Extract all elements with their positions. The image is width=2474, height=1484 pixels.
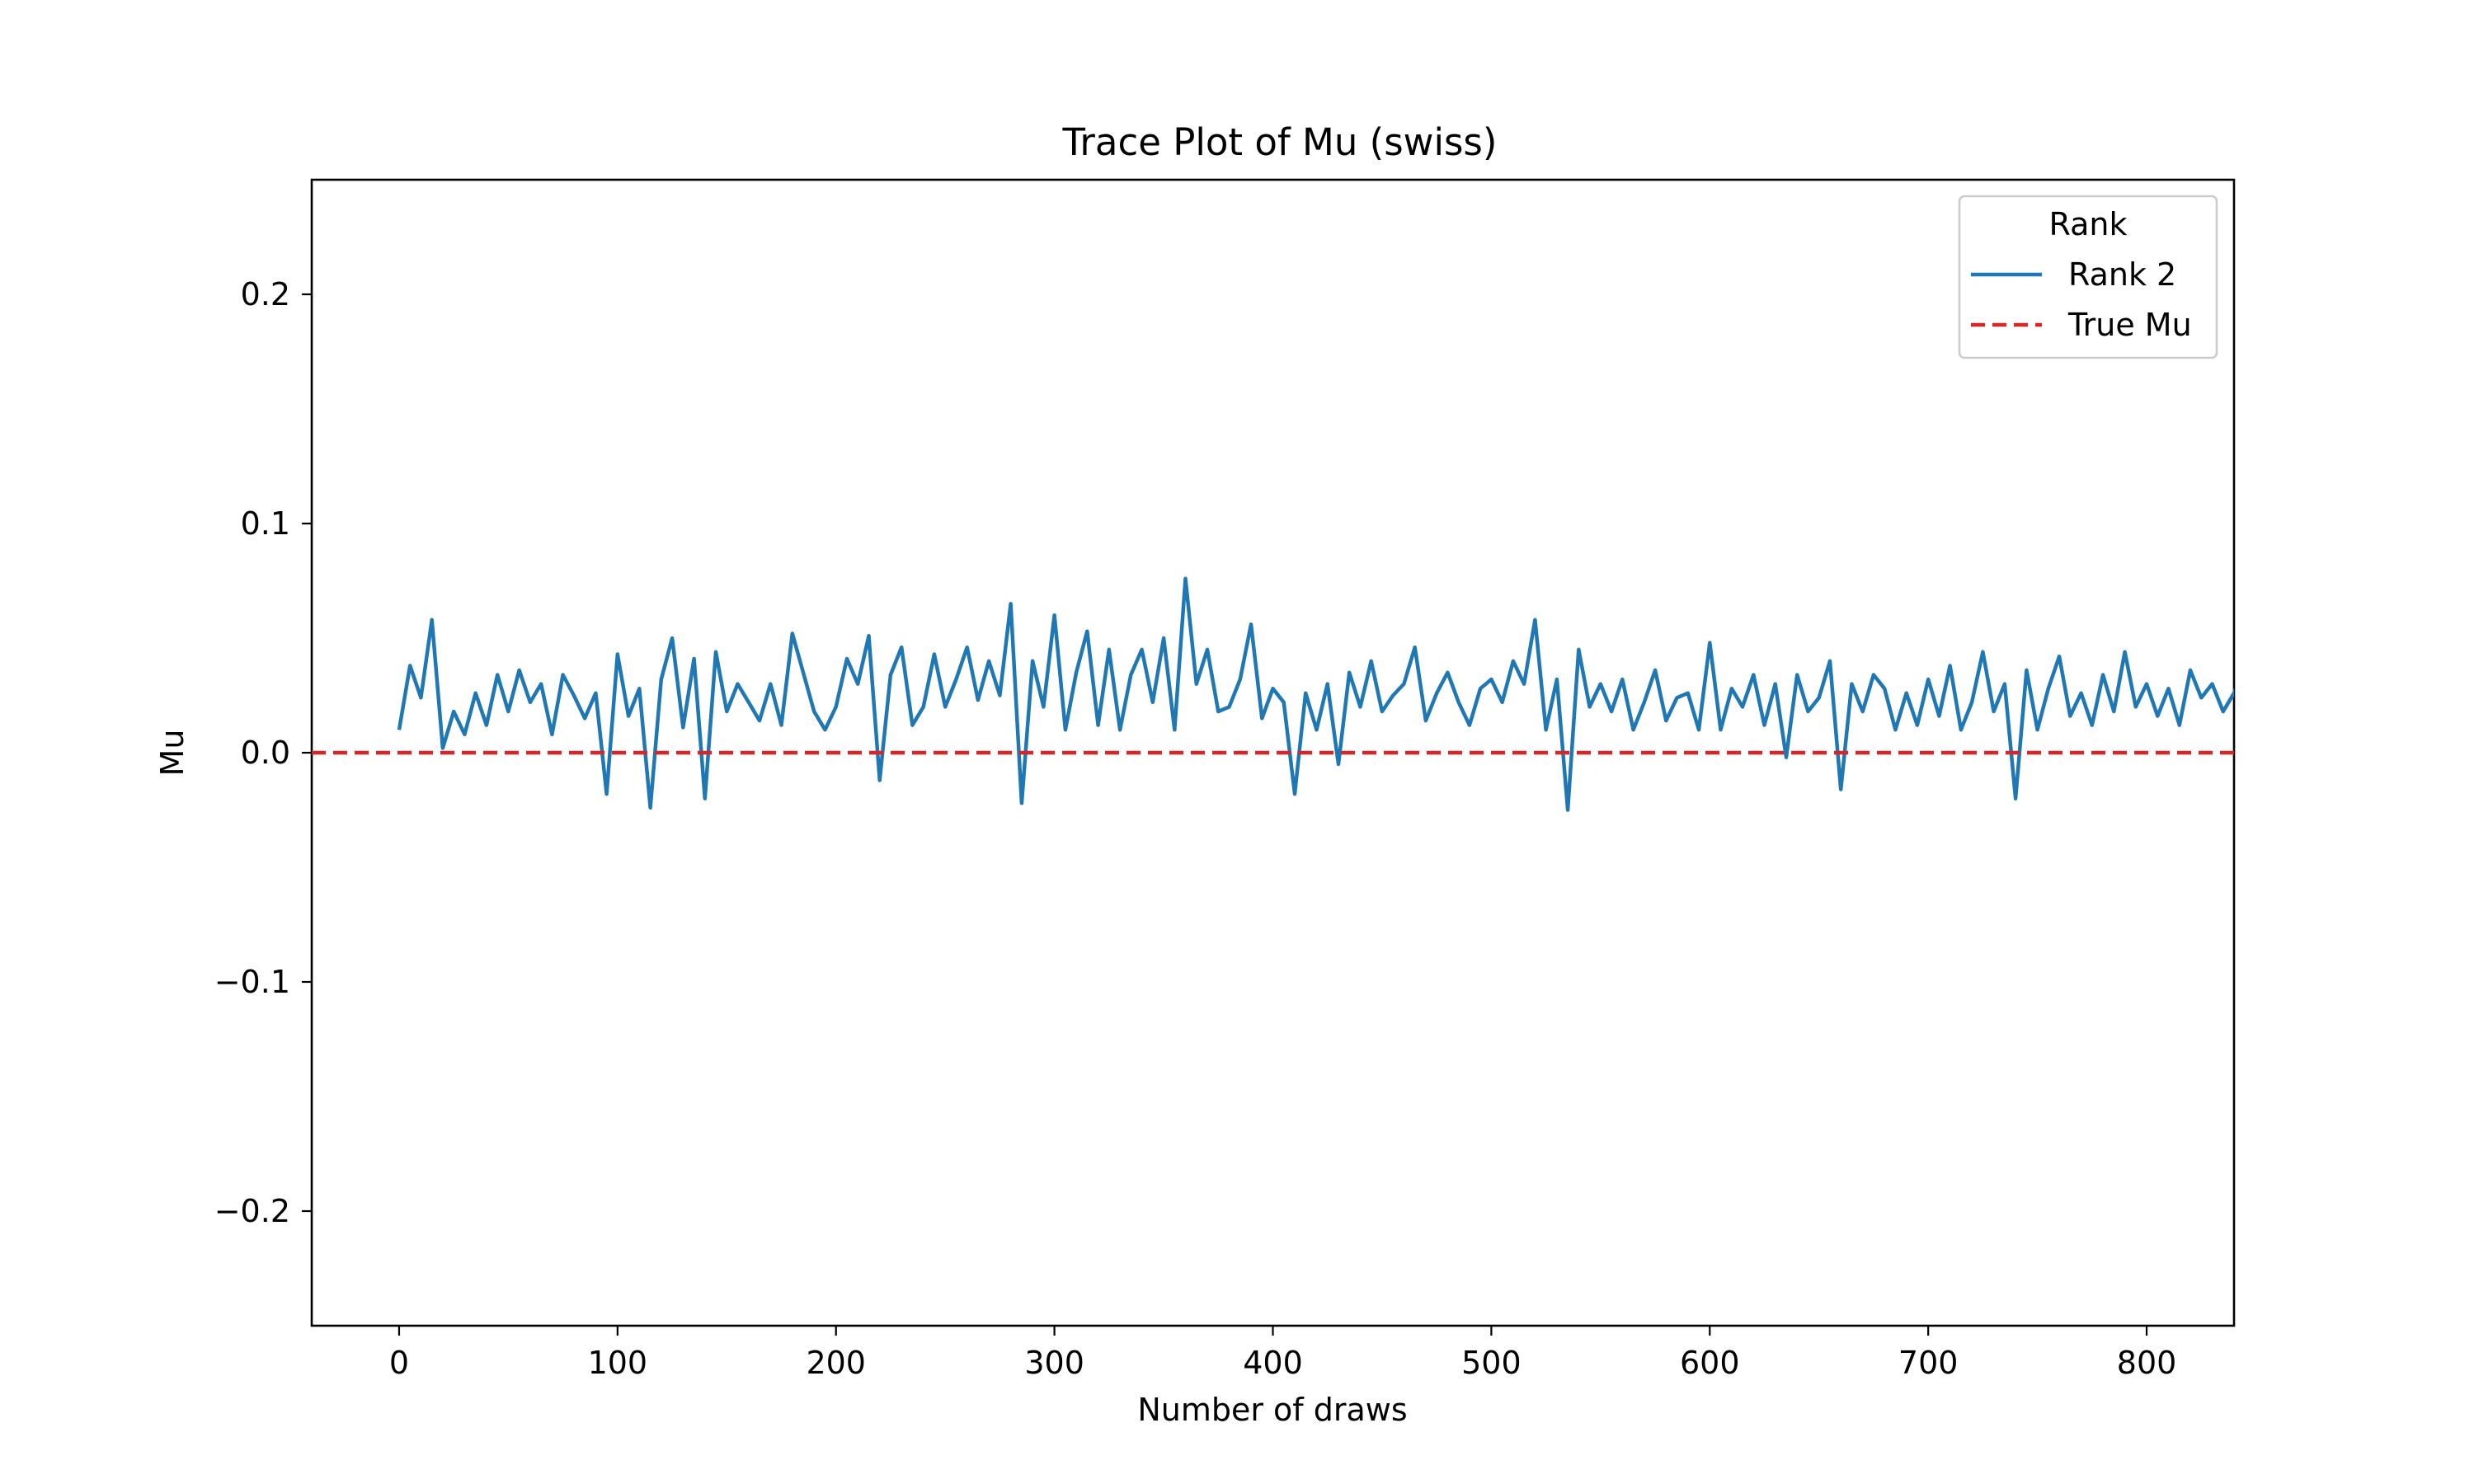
x-tick-label: 500 — [1461, 1345, 1522, 1381]
x-tick-label: 600 — [1680, 1345, 1740, 1381]
x-tick-label: 800 — [2117, 1345, 2177, 1381]
plot-area-frame — [310, 178, 2236, 1327]
y-tick-label: −0.2 — [214, 1193, 290, 1229]
x-tick-label: 300 — [1024, 1345, 1084, 1381]
x-tick-label: 200 — [806, 1345, 866, 1381]
y-tick-label: −0.1 — [214, 964, 290, 1000]
x-axis-ticks: 0 100 200 300 400 500 600 700 800 — [389, 1326, 2176, 1381]
x-axis-label: Number of draws — [1137, 1392, 1407, 1428]
x-tick-label: 100 — [588, 1345, 648, 1381]
y-tick-label: 0.1 — [241, 505, 290, 542]
legend-label-rank-2: Rank 2 — [2068, 256, 2176, 293]
x-tick-label: 700 — [1898, 1345, 1959, 1381]
chart-title: Trace Plot of Mu (swiss) — [1062, 120, 1498, 164]
x-tick-label: 400 — [1243, 1345, 1303, 1381]
y-tick-label: 0.2 — [241, 276, 290, 312]
legend-label-true-mu: True Mu — [2067, 307, 2192, 343]
y-tick-label: 0.0 — [241, 735, 290, 771]
legend-box — [1958, 195, 2218, 359]
legend-title: Rank — [2049, 206, 2128, 242]
y-axis-ticks: −0.2 −0.1 0.0 0.1 0.2 — [214, 276, 312, 1229]
y-axis-label: Mu — [154, 730, 190, 777]
series-line-rank-2 — [397, 576, 2234, 812]
x-tick-label: 0 — [389, 1345, 409, 1381]
legend: Rank Rank 2 True Mu — [1958, 195, 2218, 359]
